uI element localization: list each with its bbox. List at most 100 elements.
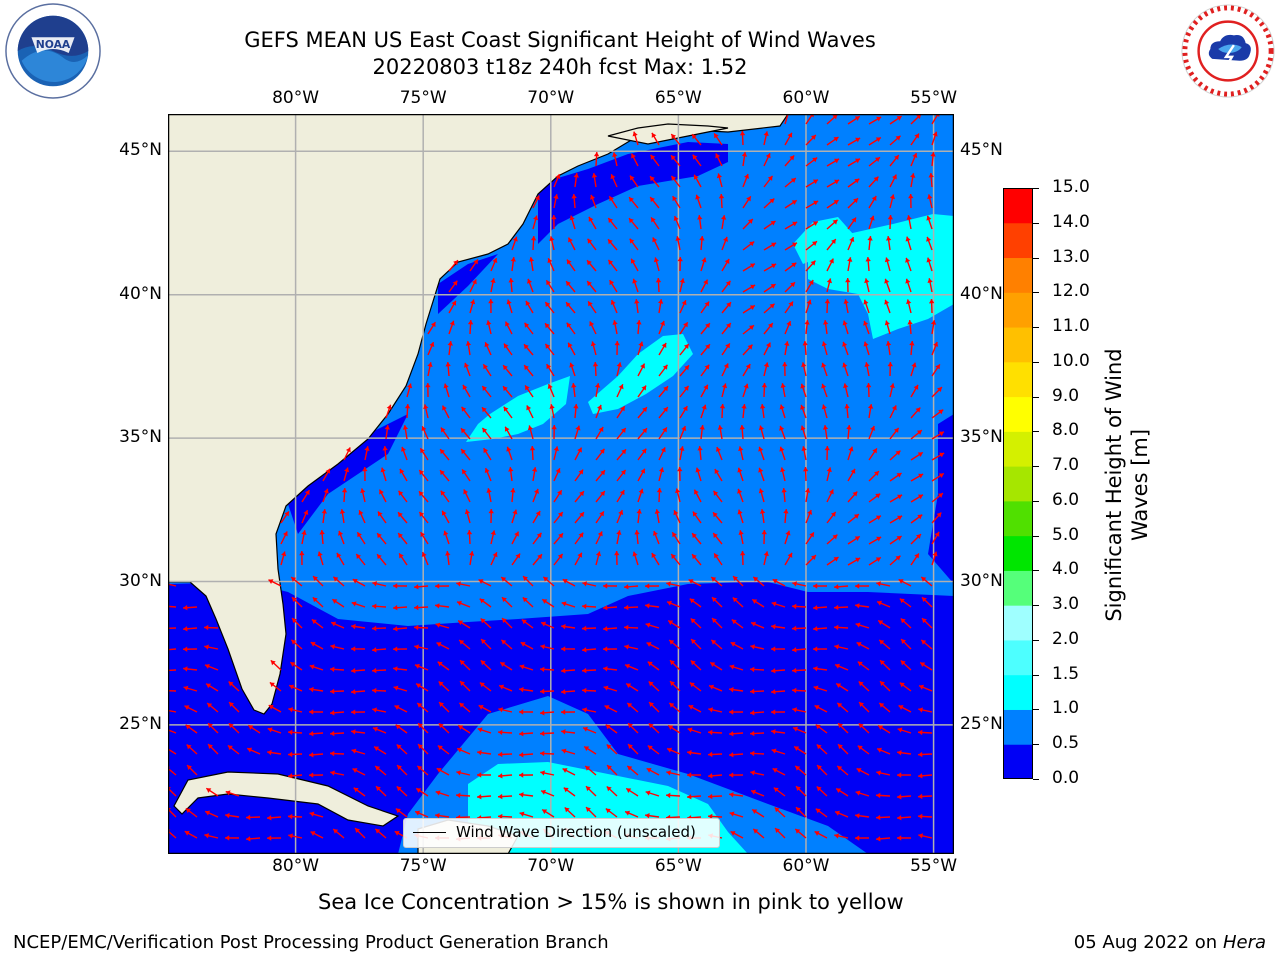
wave-direction-arrow <box>910 494 924 503</box>
wave-direction-arrow <box>697 215 703 230</box>
wave-direction-arrow <box>423 404 429 419</box>
wave-direction-arrow <box>707 813 723 820</box>
wave-direction-arrow <box>836 702 849 713</box>
wave-direction-arrow <box>910 152 918 167</box>
wave-direction-arrow <box>319 529 325 545</box>
wave-direction-arrow <box>651 552 660 566</box>
wave-direction-arrow <box>742 241 755 251</box>
colorbar-segment <box>1003 361 1033 398</box>
wave-direction-arrow <box>374 765 387 776</box>
wave-direction-arrow <box>854 835 870 841</box>
wave-direction-arrow <box>484 467 492 482</box>
wave-direction-arrow <box>690 638 702 650</box>
wave-direction-arrow <box>637 427 648 440</box>
wave-direction-arrow <box>280 551 287 566</box>
colorbar-tick-label: 7.0 <box>1052 455 1080 476</box>
wave-direction-arrow <box>581 625 597 632</box>
wave-direction-arrow <box>889 535 902 545</box>
wave-direction-arrow <box>729 811 744 818</box>
wave-direction-arrow <box>573 173 579 188</box>
wave-direction-arrow <box>566 259 576 272</box>
wave-direction-arrow <box>868 448 878 461</box>
wave-direction-arrow <box>544 301 555 314</box>
colorbar-tick-label: 13.0 <box>1052 246 1090 267</box>
wave-direction-arrow <box>648 722 660 734</box>
wave-direction-arrow <box>700 343 711 356</box>
wave-direction-arrow <box>889 135 901 146</box>
colorbar-tick <box>1033 466 1039 468</box>
wave-direction-arrow <box>421 551 429 566</box>
wave-direction-arrow <box>812 605 828 611</box>
wave-direction-arrow <box>321 509 327 524</box>
wave-direction-arrow <box>863 320 870 335</box>
wave-direction-arrow <box>847 557 861 566</box>
wave-direction-arrow <box>900 638 912 650</box>
wave-direction-arrow <box>308 772 324 778</box>
wave-direction-arrow <box>906 299 912 314</box>
wave-direction-arrow <box>523 364 534 377</box>
wave-direction-arrow <box>868 425 876 440</box>
wave-direction-arrow <box>856 641 870 650</box>
wave-direction-arrow <box>632 131 639 146</box>
wave-direction-arrow <box>658 447 666 461</box>
wave-direction-arrow <box>532 195 540 209</box>
wave-direction-arrow <box>729 792 744 798</box>
wave-direction-arrow <box>539 688 555 695</box>
wave-direction-arrow <box>372 581 387 587</box>
wave-direction-arrow <box>443 383 450 398</box>
wave-direction-arrow <box>519 811 534 818</box>
wave-direction-arrow <box>634 299 640 314</box>
wave-direction-arrow <box>585 806 597 818</box>
wave-direction-arrow <box>574 552 583 566</box>
wave-direction-arrow <box>737 509 744 524</box>
wave-direction-arrow <box>885 341 892 356</box>
wave-direction-arrow <box>185 724 198 734</box>
wave-direction-arrow <box>626 765 639 776</box>
wave-direction-arrow <box>436 642 450 650</box>
wave-direction-arrow <box>332 828 345 839</box>
wave-direction-arrow <box>469 259 479 272</box>
wave-direction-arrow <box>508 277 514 293</box>
wave-direction-arrow <box>856 767 870 776</box>
wave-direction-arrow <box>539 666 555 673</box>
wave-direction-arrow <box>876 747 891 755</box>
wave-direction-arrow <box>371 603 387 609</box>
wave-direction-arrow <box>772 578 786 587</box>
wave-direction-arrow <box>868 176 879 188</box>
wave-direction-arrow <box>679 343 690 356</box>
wave-direction-arrow <box>511 553 521 566</box>
wave-direction-arrow <box>448 300 457 314</box>
wave-direction-arrow <box>606 743 618 755</box>
wave-direction-arrow <box>616 489 625 503</box>
wave-direction-arrow <box>486 488 492 503</box>
wave-direction-arrow <box>571 383 577 398</box>
colorbar-tick <box>1033 396 1039 398</box>
wave-direction-arrow <box>459 680 471 692</box>
wave-direction-arrow <box>784 552 793 566</box>
wave-direction-arrow <box>910 407 921 419</box>
wave-direction-arrow <box>899 598 912 608</box>
wave-direction-arrow <box>876 600 891 608</box>
wave-direction-arrow <box>637 468 646 482</box>
wave-direction-arrow <box>624 810 639 818</box>
wave-direction-arrow <box>629 238 639 251</box>
wave-direction-arrow <box>688 578 702 587</box>
wave-direction-arrow <box>482 363 492 377</box>
wave-direction-arrow <box>826 511 837 524</box>
wave-direction-arrow <box>280 511 290 524</box>
wave-direction-arrow <box>847 217 857 230</box>
wave-direction-arrow <box>878 702 891 713</box>
wave-direction-arrow <box>675 488 681 503</box>
wave-direction-arrow <box>650 217 660 230</box>
wave-direction-arrow <box>582 581 597 587</box>
wave-direction-arrow <box>771 729 786 735</box>
wave-direction-arrow <box>350 646 366 652</box>
colorbar-tick <box>1033 257 1039 259</box>
wave-direction-arrow <box>564 806 576 818</box>
wave-direction-arrow <box>544 343 555 356</box>
wave-direction-arrow <box>691 133 702 146</box>
wave-direction-arrow <box>791 687 807 694</box>
wave-region-1m-c <box>808 214 954 339</box>
wave-direction-arrow <box>692 154 702 167</box>
wave-direction-arrow <box>784 530 791 545</box>
